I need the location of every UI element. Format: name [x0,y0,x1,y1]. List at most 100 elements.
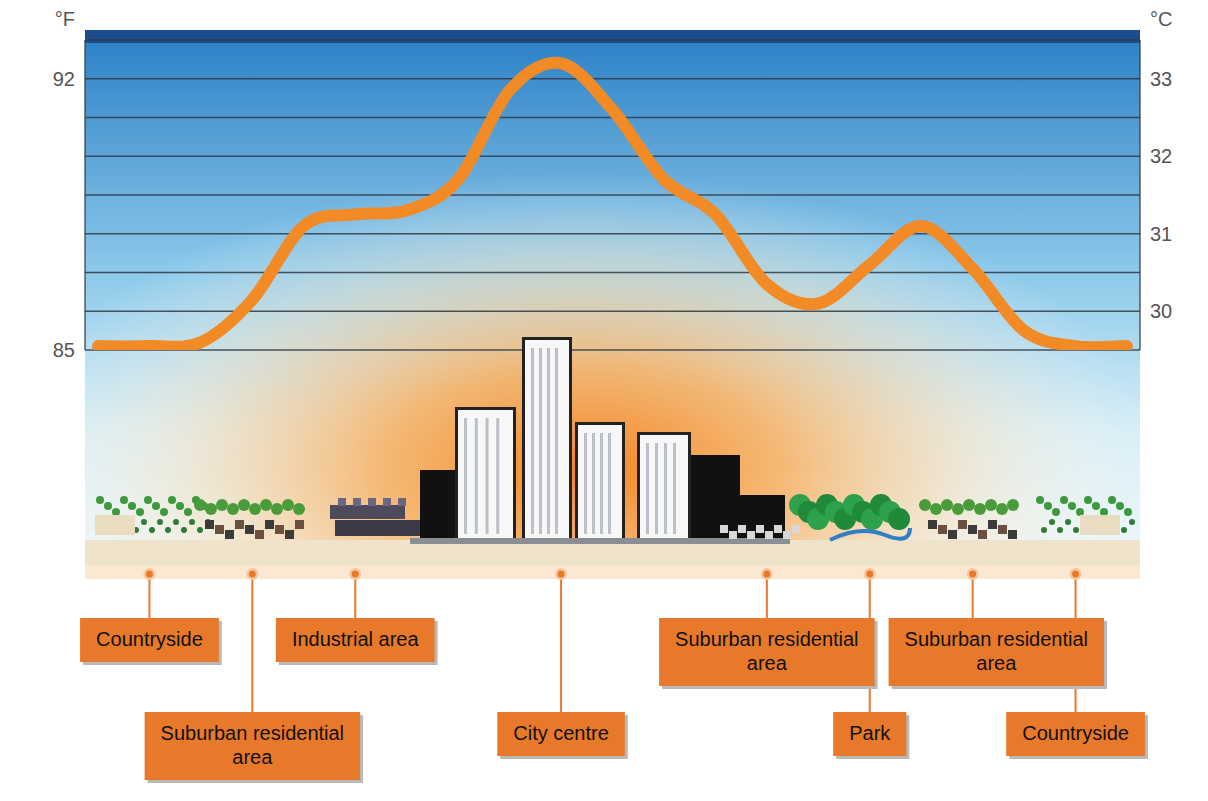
category-label-line: Suburban residential [161,722,344,744]
building-stripe [646,443,649,534]
scenery-blob [152,502,160,510]
label-box [659,618,874,686]
scenery-block [988,520,997,529]
grid-line [85,39,1140,40]
scenery-blob [941,499,953,511]
scenery-blob [996,503,1008,515]
scenery-block [938,525,947,534]
building-stripe [496,418,499,534]
label-box [889,618,1104,686]
category-dot [866,571,873,578]
scenery-blob [1065,519,1071,525]
house [792,525,800,533]
building [458,410,513,540]
building-stripe [475,418,478,534]
y-tick-label: 31 [1150,223,1172,245]
category-dot-glow [967,568,979,580]
building-stripe [464,418,467,534]
scenery-blob [1116,502,1124,510]
scenery-block [285,530,294,539]
scenery-block [295,520,304,529]
label-box [833,712,906,756]
temperature-line [98,63,1127,348]
factory [383,498,391,506]
scenery-block [235,520,244,529]
y-tick-label: 30 [1150,300,1172,322]
scenery-blob [1068,502,1076,510]
ground-band [85,565,1140,579]
scenery-blob [238,499,250,511]
label-box [276,618,435,662]
connector [560,574,562,716]
scenery-blob [165,527,171,533]
label-box [80,618,219,662]
building-outline [575,422,625,540]
scenery-blob [136,508,144,516]
connector [972,574,974,622]
category-label: Industrial area [292,628,420,650]
category-label-line: area [747,652,788,674]
scenery-blob [205,503,217,515]
house [720,525,728,533]
category-dot-glow [555,568,567,580]
category-label: Countryside [1022,722,1129,744]
category-dot [558,571,565,578]
plot-area [98,63,1127,348]
building-stripe [600,433,603,534]
category-dot-glow [143,568,155,580]
category-label: Park [849,722,891,744]
y2-tick-label: 85 [53,339,75,361]
category-label-line: Park [849,722,891,744]
scenery-blob [952,503,964,515]
scenery-blob [1100,508,1108,516]
building-stripe [486,418,489,534]
scenery-block [948,530,957,539]
scenery-blob [160,508,168,516]
y2-axis-unit: °F [55,8,75,30]
grid-line [85,194,1140,195]
field [95,515,135,535]
category-label-line: Suburban residential [675,628,858,650]
category-label: Suburban residentialarea [905,628,1088,674]
factory [338,498,346,506]
scenery-blob [1060,496,1068,504]
label-box [145,712,360,780]
scenery-blob [974,503,986,515]
grid-line [85,233,1140,234]
connector [148,574,150,622]
scenery-blob [888,508,910,530]
panel-background [85,30,1140,565]
building-outline [522,337,572,540]
house [738,525,746,533]
scenery-blob [1007,499,1019,511]
scenery-blob [1129,519,1135,525]
scenery-blob [104,502,112,510]
grid-line [85,156,1140,157]
scenery-blob [1084,496,1092,504]
grid-line [85,349,1140,350]
scenery-blob [985,499,997,511]
category-dot [249,571,256,578]
y-axis-unit: °C [1150,8,1172,30]
scenery [85,337,1140,579]
y-tick-label: 32 [1150,145,1172,167]
house [747,531,755,539]
scenery-blob [1049,519,1055,525]
scenery-blob [1052,508,1060,516]
scenery-blob [1057,527,1063,533]
axis-line-left [84,40,85,350]
scenery-blob [168,496,176,504]
scenery-blob [120,496,128,504]
scenery-blob [1108,496,1116,504]
category-dot [1072,571,1079,578]
factory [335,520,420,536]
category-label-line: Suburban residential [905,628,1088,650]
scenery-blob [184,508,192,516]
scenery-blob [963,499,975,511]
scenery-blob [176,502,184,510]
category-label-line: area [976,652,1017,674]
category-label-line: Countryside [1022,722,1129,744]
category-dot [352,571,359,578]
scenery-blob [293,503,305,515]
scenery-block [255,530,264,539]
